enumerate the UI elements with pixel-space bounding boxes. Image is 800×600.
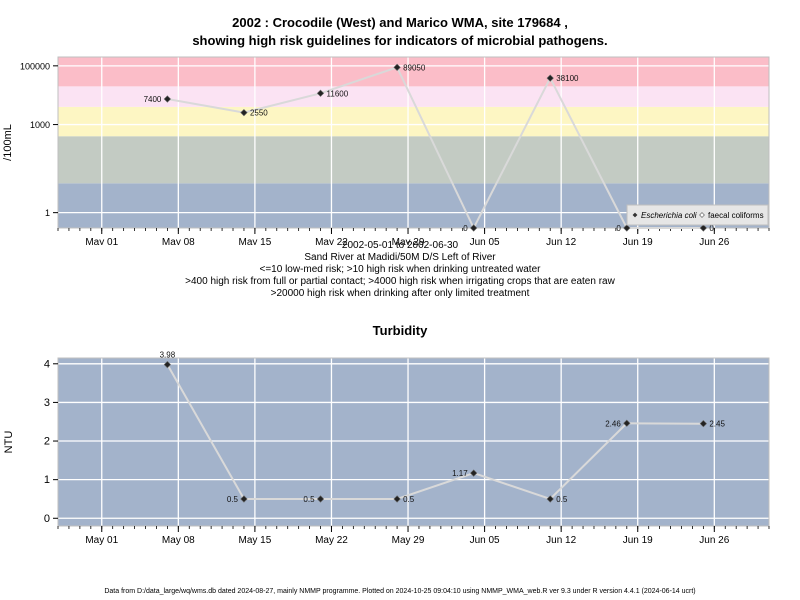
data-point-4 (470, 469, 478, 477)
annotation-date-range: 2002-05-01 to 2002-06-30 (341, 240, 459, 251)
plot-background (58, 358, 769, 526)
x-tick-label-8: Jun 26 (699, 535, 729, 546)
plot-frame (57, 357, 770, 527)
annotation-treatment-risk: >20000 high risk when drinking after onl… (270, 288, 530, 299)
turbidity-chart: May 01 May 08 May 15 May 22 May 29 Jun 05 Jun … (3, 351, 770, 546)
x-tick-label-0: May 01 (85, 237, 118, 245)
chart-title-line2: showing high risk guidelines for indicat… (192, 33, 608, 48)
data-label-5: 0.5 (556, 495, 568, 504)
risk-band-2 (58, 106, 769, 137)
annotation-low-med-risk: <=10 low-med risk; >10 high risk when dr… (259, 264, 541, 275)
y-tick-label-0: 0 (44, 513, 50, 525)
data-label-6: 2.46 (605, 419, 621, 428)
risk-band-4 (58, 57, 769, 87)
legend-marker-1 (699, 212, 705, 218)
plot-frame (57, 56, 770, 229)
x-tick-label-1: May 08 (162, 237, 195, 245)
risk-band-1 (58, 136, 769, 184)
x-tick-label-7: Jun 19 (623, 535, 653, 546)
data-point-6 (623, 419, 631, 427)
x-tick-label-4: May 29 (392, 237, 425, 245)
x-tick-label-2: May 15 (238, 237, 271, 245)
data-label-2: 11600 (327, 89, 349, 98)
data-point-7 (699, 224, 707, 232)
data-label-7: 0 (709, 224, 714, 233)
chart-title-line1: 2002 : Crocodile (West) and Marico WMA, … (232, 15, 568, 30)
x-tick-label-3: May 22 (315, 535, 348, 546)
data-label-0: 7400 (144, 95, 162, 104)
annotation-contact-risk: >400 high risk from full or partial cont… (185, 276, 615, 287)
legend-label-1: faecal coliforms (708, 211, 764, 220)
x-tick-label-4: May 29 (392, 535, 425, 546)
y-tick-label-1: 1000 (30, 120, 50, 130)
x-tick-label-5: Jun 05 (470, 237, 500, 245)
x-tick-label-7: Jun 19 (623, 237, 653, 245)
data-point-3 (393, 495, 401, 503)
data-point-2 (316, 495, 325, 503)
y-tick-label-2: 100000 (20, 61, 50, 71)
annotation-site: Sand River at Madidi/50M D/S Left of Riv… (304, 252, 496, 263)
y-tick-label-1: 1 (44, 474, 50, 486)
x-tick-label-1: May 08 (162, 535, 195, 546)
series-line (167, 66, 704, 231)
data-point-1 (240, 495, 248, 503)
data-point-7 (699, 420, 707, 428)
risk-band-3 (58, 86, 769, 107)
footer-note: Data from D:/data_large/wq/wms.db dated … (104, 588, 696, 595)
data-label-0: 3.98 (160, 351, 176, 360)
data-point-3 (393, 63, 401, 71)
data-label-4: 1.17 (452, 469, 468, 478)
x-tick-label-6: Jun 12 (546, 535, 576, 546)
series-line (166, 364, 704, 501)
data-label-3: 89050 (403, 63, 426, 72)
data-label-4: 0 (463, 224, 468, 233)
y-tick-label-2: 2 (44, 436, 50, 448)
data-label-6: 0 (616, 224, 621, 233)
x-tick-label-6: Jun 12 (546, 237, 576, 245)
data-label-5: 38100 (556, 74, 579, 83)
data-label-7: 2.45 (709, 420, 725, 429)
data-point-2 (316, 89, 325, 97)
x-tick-label-0: May 01 (85, 535, 118, 546)
x-tick-label-5: Jun 05 (470, 535, 500, 546)
data-point-5 (546, 74, 554, 82)
x-tick-label-2: May 15 (238, 535, 271, 546)
data-point-0 (163, 360, 172, 369)
data-point-1 (240, 109, 248, 117)
x-tick-label-3: May 22 (315, 237, 348, 245)
microbial-chart: May 01 May 08 May 15 May 22 May 29 Jun 05 Jun … (2, 56, 770, 245)
x-tick-label-8: Jun 26 (699, 237, 729, 245)
data-point-4 (470, 224, 478, 232)
data-label-1: 0.5 (227, 495, 239, 504)
y-axis-label: /100mL (2, 124, 14, 161)
y-axis-label: NTU (3, 431, 15, 454)
turbidity-title: Turbidity (372, 323, 428, 338)
data-point-5 (546, 495, 554, 503)
y-tick-label-3: 3 (44, 397, 50, 409)
data-label-1: 2550 (250, 109, 268, 118)
data-point-6 (623, 224, 631, 232)
data-point-0 (163, 95, 172, 103)
legend-box (626, 204, 769, 226)
legend-label-0: Escherichia coli (641, 211, 697, 220)
y-tick-label-0: 1 (45, 208, 50, 218)
legend-marker-0 (632, 212, 638, 218)
y-tick-label-4: 4 (44, 358, 50, 370)
data-label-2: 0.5 (303, 495, 315, 504)
data-label-3: 0.5 (403, 495, 415, 504)
